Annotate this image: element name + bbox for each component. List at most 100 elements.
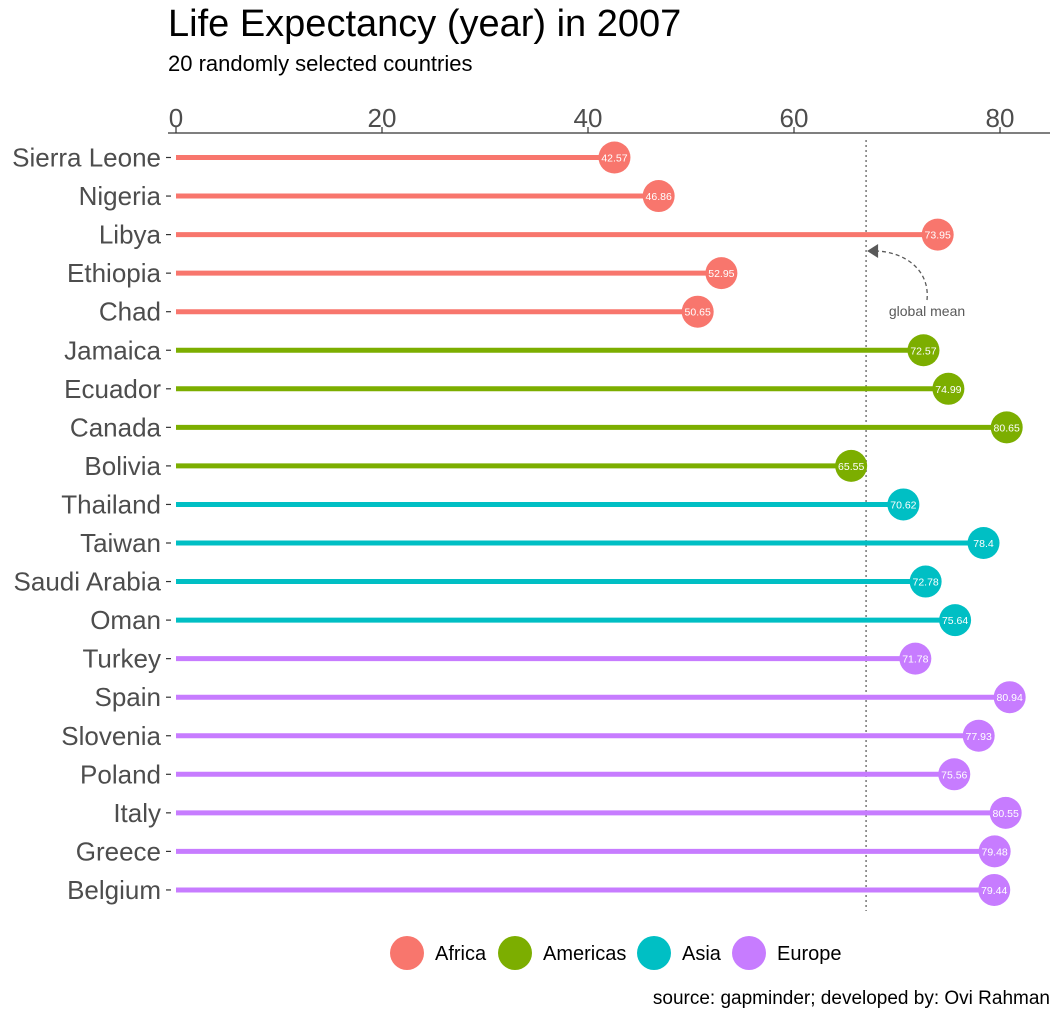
country-label: Slovenia — [61, 721, 161, 751]
data-label: 72.78 — [912, 577, 938, 589]
country-label: Turkey — [83, 644, 162, 674]
lollipop-point — [939, 604, 972, 637]
data-label: 70.62 — [890, 499, 916, 511]
country-label: Oman — [90, 605, 161, 635]
lollipop-thailand: 70.62 Thailand — [61, 488, 920, 521]
lollipop-belgium: 79.44 Belgium — [67, 873, 1011, 906]
legend-item-africa: Africa — [390, 936, 487, 970]
lollipop-saudi-arabia: 72.78 Saudi Arabia — [14, 565, 942, 598]
x-tick-label: 80 — [986, 103, 1015, 133]
data-label: 42.57 — [601, 153, 627, 165]
lollipop-point — [921, 218, 954, 251]
lollipop-oman: 75.64 Oman — [90, 604, 972, 637]
lollipop-poland: 75.56 Poland — [80, 758, 971, 791]
lollipop-bolivia: 65.55 Bolivia — [84, 449, 868, 482]
x-tick-label: 60 — [780, 103, 809, 133]
lollipop-nigeria: 46.86 Nigeria — [79, 180, 675, 213]
lollipop-chad: 50.65 Chad — [99, 295, 714, 328]
x-axis: 0 20 40 60 80 — [168, 103, 1050, 134]
lollipop-canada: 80.65 Canada — [70, 411, 1023, 444]
plot-marks: 42.57 Sierra Leone 46.86 Nigeria 73.95 Libya 5… — [12, 141, 1026, 906]
lollipop-point — [909, 565, 942, 598]
lollipop-point — [989, 796, 1022, 829]
data-label: 80.65 — [994, 422, 1020, 434]
chart-caption: source: gapminder; developed by: Ovi Rah… — [653, 988, 1050, 1009]
lollipop-spain: 80.94 Spain — [95, 681, 1026, 714]
chart-subtitle: 20 randomly selected countries — [168, 51, 473, 76]
lollipop-point — [835, 449, 868, 482]
lollipop-point — [962, 719, 995, 752]
legend-swatch — [390, 936, 424, 970]
country-label: Chad — [99, 297, 161, 327]
lollipop-libya: 73.95 Libya — [99, 218, 954, 251]
country-label: Saudi Arabia — [14, 567, 162, 597]
legend-swatch — [498, 936, 532, 970]
country-label: Poland — [80, 759, 161, 789]
x-tick-label: 0 — [169, 103, 183, 133]
data-label: 52.95 — [708, 268, 734, 280]
global-mean-annotation: global mean — [865, 140, 965, 911]
lollipop-point — [938, 758, 971, 791]
x-tick-label: 40 — [574, 103, 603, 133]
data-label: 75.64 — [942, 615, 968, 627]
lollipop-point — [598, 141, 631, 174]
global-mean-arrow — [876, 250, 928, 301]
chart-title: Life Expectancy (year) in 2007 — [168, 3, 681, 45]
lollipop-slovenia: 77.93 Slovenia — [61, 719, 995, 752]
country-label: Belgium — [67, 875, 161, 905]
country-label: Thailand — [61, 489, 161, 519]
lollipop-point — [907, 334, 940, 367]
data-label: 74.99 — [935, 384, 961, 396]
x-tick-label: 20 — [368, 103, 397, 133]
legend-label: Africa — [435, 943, 487, 965]
legend-label: Asia — [682, 943, 722, 965]
country-label: Ethiopia — [67, 258, 161, 288]
country-label: Spain — [95, 682, 162, 712]
global-mean-label: global mean — [889, 303, 965, 319]
legend-swatch — [637, 936, 671, 970]
data-label: 80.55 — [993, 808, 1019, 820]
lollipop-sierra-leone: 42.57 Sierra Leone — [12, 141, 631, 174]
lollipop-taiwan: 78.4 Taiwan — [80, 527, 1000, 559]
data-label: 73.95 — [925, 230, 951, 242]
data-label: 75.56 — [941, 769, 967, 781]
lollipop-ecuador: 74.99 Ecuador — [64, 372, 965, 405]
country-label: Sierra Leone — [12, 143, 161, 173]
lollipop-point — [978, 873, 1011, 906]
data-label: 79.44 — [981, 885, 1007, 897]
lollipop-point — [978, 835, 1011, 868]
lollipop-point — [990, 411, 1023, 444]
country-label: Libya — [99, 220, 162, 250]
legend-label: Europe — [777, 943, 842, 965]
country-label: Jamaica — [64, 335, 161, 365]
lollipop-point — [642, 180, 675, 213]
country-label: Italy — [113, 798, 161, 828]
legend-swatch — [732, 936, 766, 970]
country-label: Bolivia — [84, 451, 161, 481]
data-label: 71.78 — [902, 654, 928, 666]
legend-label: Americas — [543, 943, 626, 965]
data-label: 77.93 — [966, 731, 992, 743]
lollipop-point — [932, 372, 965, 405]
country-label: Nigeria — [79, 181, 162, 211]
country-label: Taiwan — [80, 528, 161, 558]
legend-item-asia: Asia — [637, 936, 722, 970]
data-label: 78.4 — [973, 538, 994, 550]
data-label: 50.65 — [685, 307, 711, 319]
lollipop-greece: 79.48 Greece — [76, 835, 1011, 868]
lollipop-jamaica: 72.57 Jamaica — [64, 334, 940, 367]
country-label: Ecuador — [64, 374, 161, 404]
legend-item-europe: Europe — [732, 936, 842, 970]
data-label: 79.48 — [982, 846, 1008, 858]
lollipop-point — [681, 295, 714, 328]
global-mean-arrowhead — [867, 244, 879, 258]
legend: Africa Americas Asia Europe — [390, 936, 842, 970]
country-label: Greece — [76, 836, 161, 866]
data-label: 80.94 — [997, 692, 1023, 704]
data-label: 65.55 — [838, 461, 864, 473]
data-label: 46.86 — [646, 191, 672, 203]
data-label: 72.57 — [910, 345, 936, 357]
lollipop-turkey: 71.78 Turkey — [83, 642, 932, 675]
lollipop-point — [899, 642, 932, 675]
